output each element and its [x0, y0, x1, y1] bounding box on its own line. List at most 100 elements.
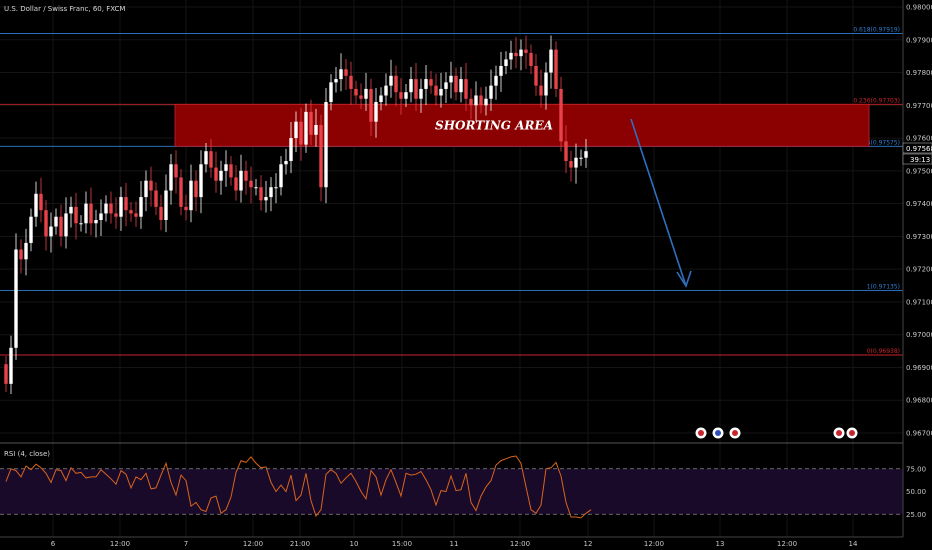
candle[interactable]: [574, 143, 578, 184]
candle[interactable]: [489, 69, 493, 111]
candle[interactable]: [209, 139, 213, 178]
candle[interactable]: [464, 63, 468, 111]
candle[interactable]: [104, 195, 108, 222]
candle[interactable]: [504, 51, 508, 75]
candle[interactable]: [29, 208, 33, 252]
event-flags[interactable]: [695, 427, 858, 439]
candle[interactable]: [69, 196, 73, 228]
projection-arrow[interactable]: [630, 118, 692, 288]
candle[interactable]: [429, 70, 433, 94]
candle[interactable]: [219, 160, 223, 195]
candle[interactable]: [374, 87, 378, 138]
candle[interactable]: [254, 179, 258, 196]
candle[interactable]: [129, 201, 133, 222]
candle[interactable]: [184, 194, 188, 221]
candle[interactable]: [9, 335, 13, 395]
candle[interactable]: [389, 59, 393, 98]
candle[interactable]: [469, 88, 473, 120]
candle[interactable]: [399, 78, 403, 115]
candle[interactable]: [459, 66, 463, 103]
candle[interactable]: [114, 197, 118, 229]
candle[interactable]: [319, 114, 323, 202]
candle[interactable]: [544, 62, 548, 110]
flag-icon[interactable]: [833, 427, 845, 439]
candle[interactable]: [139, 181, 143, 229]
candle[interactable]: [44, 200, 48, 251]
candle[interactable]: [569, 150, 573, 182]
candle[interactable]: [339, 53, 343, 92]
candle[interactable]: [124, 182, 128, 227]
candle[interactable]: [39, 177, 43, 223]
candle[interactable]: [314, 108, 318, 147]
candle[interactable]: [419, 78, 423, 113]
candle[interactable]: [19, 239, 23, 274]
candle[interactable]: [109, 191, 113, 224]
candle[interactable]: [169, 154, 173, 205]
candle[interactable]: [394, 65, 398, 107]
candle[interactable]: [534, 53, 538, 96]
flag-icon[interactable]: [695, 427, 707, 439]
candle[interactable]: [74, 192, 78, 240]
candle[interactable]: [94, 209, 98, 238]
candle[interactable]: [279, 156, 283, 196]
candle[interactable]: [579, 149, 583, 166]
candle[interactable]: [289, 122, 293, 174]
candle[interactable]: [24, 228, 28, 276]
candle[interactable]: [539, 69, 543, 108]
candle[interactable]: [274, 173, 278, 204]
candle[interactable]: [529, 44, 533, 75]
candle[interactable]: [549, 35, 553, 89]
candle[interactable]: [514, 36, 518, 69]
flag-icon[interactable]: [846, 427, 858, 439]
candle[interactable]: [229, 156, 233, 186]
candle[interactable]: [304, 103, 308, 153]
candle[interactable]: [499, 51, 503, 92]
candle[interactable]: [294, 111, 298, 153]
candle[interactable]: [164, 174, 168, 233]
candle[interactable]: [444, 72, 448, 104]
rsi-line[interactable]: [5, 455, 592, 519]
candlestick-series[interactable]: [4, 35, 588, 395]
candle[interactable]: [144, 170, 148, 212]
candle[interactable]: [189, 164, 193, 223]
candle[interactable]: [524, 35, 528, 69]
candle[interactable]: [4, 355, 8, 393]
candle[interactable]: [64, 197, 68, 249]
candle[interactable]: [89, 187, 93, 236]
candle[interactable]: [284, 148, 288, 175]
candle[interactable]: [99, 199, 103, 237]
candle[interactable]: [559, 76, 563, 152]
candle[interactable]: [54, 208, 58, 235]
candle[interactable]: [179, 169, 183, 216]
candle[interactable]: [364, 72, 368, 111]
candle[interactable]: [79, 215, 83, 232]
candle[interactable]: [84, 191, 88, 234]
candle[interactable]: [159, 194, 163, 231]
candle[interactable]: [439, 72, 443, 108]
candle[interactable]: [449, 61, 453, 99]
candle[interactable]: [234, 165, 238, 201]
candle[interactable]: [204, 142, 208, 173]
candle[interactable]: [479, 87, 483, 114]
candle[interactable]: [49, 212, 53, 253]
candle[interactable]: [564, 125, 568, 174]
candle[interactable]: [384, 73, 388, 106]
candle[interactable]: [154, 182, 158, 216]
candle[interactable]: [149, 166, 153, 207]
candle[interactable]: [484, 86, 488, 116]
flag-icon[interactable]: [729, 427, 741, 439]
candle[interactable]: [264, 181, 268, 213]
candle[interactable]: [249, 166, 253, 204]
candle[interactable]: [174, 150, 178, 194]
candle[interactable]: [259, 175, 263, 211]
candle[interactable]: [324, 87, 328, 204]
candle[interactable]: [474, 81, 478, 122]
candle[interactable]: [404, 84, 408, 107]
candle[interactable]: [454, 67, 458, 101]
candle[interactable]: [409, 66, 413, 103]
candle[interactable]: [199, 150, 203, 214]
candle[interactable]: [269, 177, 273, 212]
candle[interactable]: [344, 59, 348, 90]
candle[interactable]: [369, 78, 373, 136]
candle[interactable]: [379, 87, 383, 111]
